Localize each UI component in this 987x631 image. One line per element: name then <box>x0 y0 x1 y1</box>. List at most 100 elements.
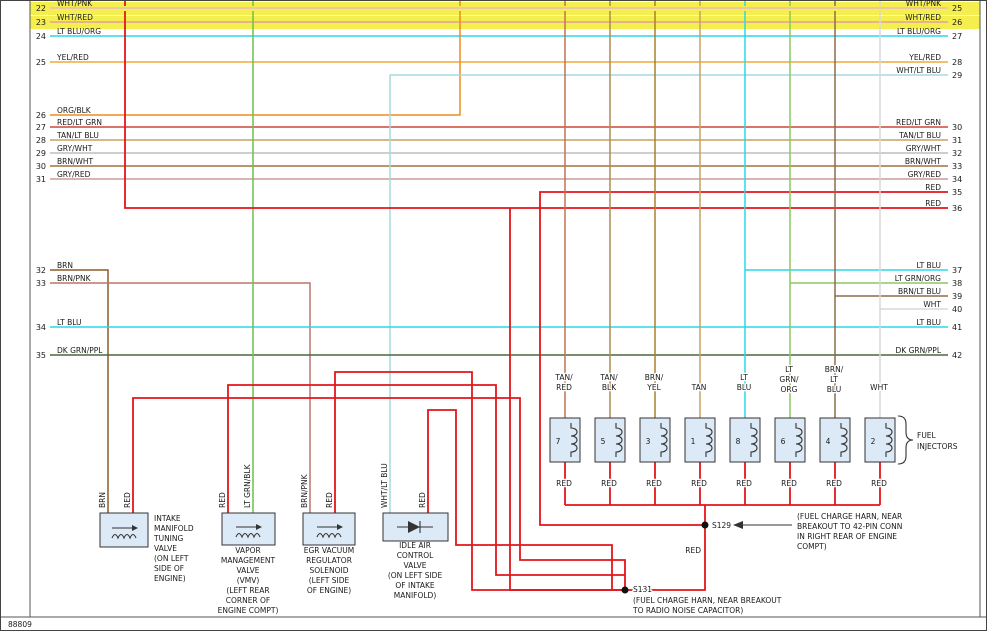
component-desc-line: MANIFOLD) <box>394 591 437 600</box>
pin-label: 37 <box>952 266 962 275</box>
pin-label: 30 <box>952 123 962 132</box>
injector-number: 4 <box>826 437 831 446</box>
wire-label: LT BLU <box>916 318 941 327</box>
wire-label: BRN/LT BLU <box>898 287 941 296</box>
injector-wire-label: BRN/ <box>825 365 844 374</box>
component-desc-line: (ON LEFT SIDE <box>388 571 443 580</box>
intake-valve-symbol-icon <box>111 527 137 540</box>
wire-label-vertical: WHT/LT BLU <box>380 463 389 508</box>
wire-label: TAN/LT BLU <box>898 131 941 140</box>
splice-note-line: COMPT) <box>797 542 827 551</box>
injector-red-label: RED <box>646 479 662 488</box>
pin-label: 38 <box>952 279 962 288</box>
wire-label-vertical: RED <box>325 492 334 508</box>
pin-label: 36 <box>952 204 962 213</box>
fuel-injectors <box>549 415 914 465</box>
pin-label: 24 <box>36 32 46 41</box>
wire-label: WHT/RED <box>905 13 941 22</box>
injector-number: 8 <box>736 437 741 446</box>
pin-label: 33 <box>952 162 962 171</box>
pin-label: 27 <box>952 32 962 41</box>
wire-brn-pnk <box>50 282 311 513</box>
pin-label: 42 <box>952 351 962 360</box>
pin-label: 29 <box>36 149 46 158</box>
wire-label: GRY/WHT <box>57 144 93 153</box>
wire-wht-lt-blu <box>389 74 948 513</box>
wire-injector-red-bus <box>564 462 881 525</box>
injector-8-coil-icon <box>750 423 758 457</box>
wire-label-vertical: RED <box>218 492 227 508</box>
intake-valve-arrowhead <box>132 525 138 531</box>
pin-label: 31 <box>952 136 962 145</box>
wire-label: BRN/WHT <box>57 157 94 166</box>
wire-red-s129-to-s131 <box>625 525 706 591</box>
injector-red-label: RED <box>826 479 842 488</box>
fuel-injectors-group-label: INJECTORS <box>917 442 958 451</box>
injector-number: 3 <box>646 437 651 446</box>
egr-arrowhead <box>337 524 343 530</box>
injector-red-label: RED <box>871 479 887 488</box>
wire-red-pin35 <box>539 191 948 526</box>
pin-label: 30 <box>36 162 46 171</box>
intake-manifold-tuning-valve-box <box>99 512 149 548</box>
component-desc-line: OF INTAKE <box>395 581 434 590</box>
injector-6-box <box>774 417 806 463</box>
wire-label: RED/LT GRN <box>896 118 941 127</box>
injector-3-box <box>639 417 671 463</box>
component-desc-line: REGULATOR <box>306 556 352 565</box>
injector-1-box <box>684 417 716 463</box>
figure-number: 88809 <box>8 620 32 629</box>
injector-wire-label: TAN/ <box>599 373 618 382</box>
pin-label: 25 <box>36 58 46 67</box>
component-desc-line: TUNING <box>153 534 184 543</box>
sheet-borders <box>0 1 987 618</box>
component-desc-line: ENGINE COMPT) <box>218 606 279 615</box>
component-desc-line: EGR VACUUM <box>304 546 354 555</box>
pin-label: 23 <box>36 18 46 27</box>
wire-label: LT BLU <box>916 261 941 270</box>
injector-7-coil-icon <box>570 423 578 457</box>
pin-label: 39 <box>952 292 962 301</box>
pin-label: 32 <box>952 149 962 158</box>
injector-2-coil-icon <box>885 423 893 457</box>
wire-label: LT GRN/ORG <box>895 274 941 283</box>
wire-label: RED/LT GRN <box>57 118 102 127</box>
injector-number: 5 <box>601 437 606 446</box>
wire-label-vertical: RED <box>123 492 132 508</box>
pin-label: 34 <box>952 175 962 184</box>
component-desc-line: (ON LEFT <box>154 554 189 563</box>
wires <box>50 1 948 591</box>
injector-wire-label: TAN <box>691 383 707 392</box>
wire-label: WHT/PNK <box>906 0 942 8</box>
component-desc-line: (LEFT SIDE <box>309 576 350 585</box>
injector-wire-label: BLU <box>737 383 751 392</box>
wire-red-egr <box>334 371 625 591</box>
injector-7-box <box>549 417 581 463</box>
component-desc-line: IDLE AIR <box>399 541 431 550</box>
injector-wire-label: GRN/ <box>779 375 799 384</box>
component-desc-line: MANAGEMENT <box>221 556 276 565</box>
wire-red-pin36-branch <box>509 208 625 591</box>
pin-label: 28 <box>952 58 962 67</box>
wire-label: LT BLU/ORG <box>897 27 941 36</box>
components <box>99 512 449 548</box>
component-desc-line: OF ENGINE) <box>307 586 351 595</box>
s129-pointer-arrowhead <box>733 521 743 529</box>
injector-red-label: RED <box>556 479 572 488</box>
injector-wire-label: TAN/ <box>554 373 573 382</box>
wire-label: YEL/RED <box>908 53 941 62</box>
wire-red-vmv <box>227 384 625 576</box>
injector-4-box <box>819 417 851 463</box>
wire-label-vertical: RED <box>418 492 427 508</box>
pin-label: 41 <box>952 323 962 332</box>
component-desc-line: VALVE <box>403 561 426 570</box>
splice-note-line: IN RIGHT REAR OF ENGINE <box>797 532 897 541</box>
injector-number: 2 <box>871 437 876 446</box>
pin-label: 28 <box>36 136 46 145</box>
wire-label: RED <box>925 199 941 208</box>
injector-1-coil-icon <box>705 423 713 457</box>
wire-label: BRN/PNK <box>57 274 92 283</box>
injector-wire-label: RED <box>556 383 572 392</box>
injector-wire-label: LT <box>740 373 748 382</box>
